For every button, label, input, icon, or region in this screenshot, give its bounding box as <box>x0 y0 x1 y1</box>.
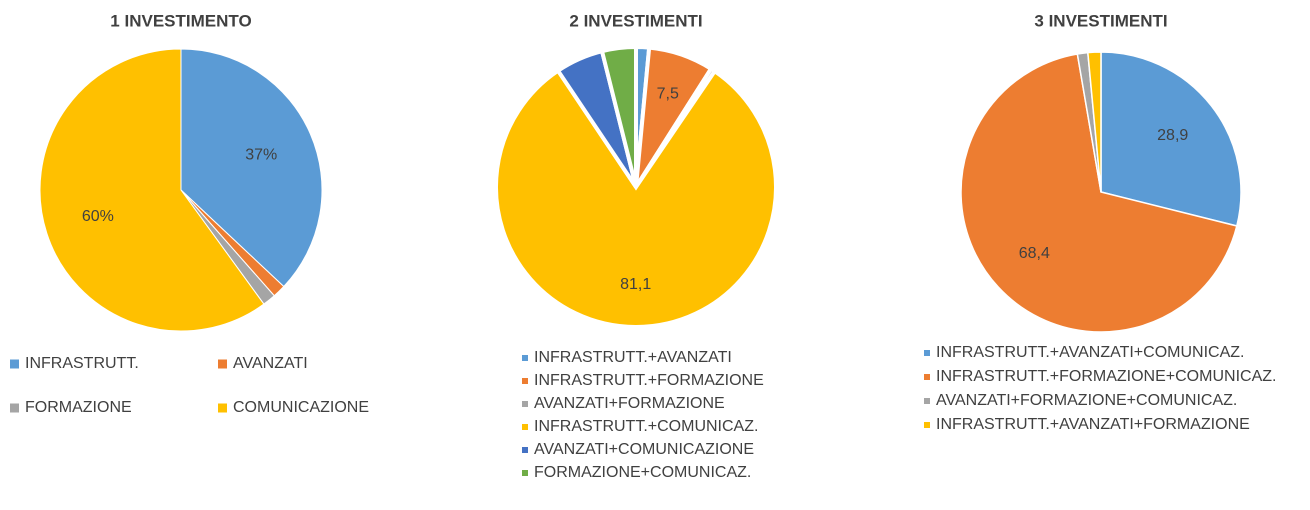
legend-label: AVANZATI+COMUNICAZIONE <box>534 441 754 458</box>
pie-slice <box>1087 51 1102 193</box>
data-label: 37% <box>245 147 277 164</box>
data-label: 60% <box>82 208 114 225</box>
legend-label: AVANZATI+FORMAZIONE+COMUNICAZ. <box>936 392 1237 409</box>
chart-title: 3 INVESTIMENTI <box>1034 11 1167 30</box>
legend-swatch <box>924 398 930 404</box>
legend-label: AVANZATI <box>233 355 308 372</box>
legend-swatch <box>218 403 227 413</box>
pie-slice <box>39 48 265 332</box>
legend-label: FORMAZIONE <box>25 399 132 416</box>
chart-title: 2 INVESTIMENTI <box>569 11 702 30</box>
legend-label: INFRASTRUTT.+FORMAZIONE <box>534 372 764 389</box>
legend-swatch <box>10 359 19 369</box>
legend-label: INFRASTRUTT.+FORMAZIONE+COMUNICAZ. <box>936 368 1276 385</box>
legend-swatch <box>522 447 528 453</box>
legend-swatch <box>522 378 528 384</box>
legend-swatch <box>522 424 528 430</box>
legend-swatch <box>924 422 930 428</box>
data-label: 81,1 <box>620 276 651 293</box>
pie-slice <box>180 48 323 288</box>
legend-swatch <box>522 401 528 407</box>
legend-swatch <box>924 350 930 356</box>
legend-label: AVANZATI+FORMAZIONE <box>534 395 725 412</box>
legend-label: INFRASTRUTT.+COMUNICAZ. <box>534 418 758 435</box>
legend-swatch <box>924 374 930 380</box>
data-label: 7,5 <box>657 86 679 103</box>
chart-title: 1 INVESTIMENTO <box>110 11 251 30</box>
pie-slice <box>494 67 778 329</box>
legend-swatch <box>218 359 227 369</box>
legend-label: INFRASTRUTT.+AVANZATI <box>534 349 732 366</box>
pie-slice <box>599 44 638 188</box>
legend-swatch <box>10 403 19 413</box>
legend-label: INFRASTRUTT. <box>25 355 139 372</box>
legend-swatch <box>522 355 528 361</box>
pie-slice <box>1100 51 1242 227</box>
legend-label: FORMAZIONE+COMUNICAZ. <box>534 464 751 481</box>
data-label: 28,9 <box>1157 127 1188 144</box>
pie-slice <box>960 53 1238 333</box>
data-label: 68,4 <box>1019 245 1050 262</box>
legend-label: COMUNICAZIONE <box>233 399 369 416</box>
legend-label: INFRASTRUTT.+AVANZATI+COMUNICAZ. <box>936 344 1244 361</box>
legend-swatch <box>522 470 528 476</box>
legend-label: INFRASTRUTT.+AVANZATI+FORMAZIONE <box>936 416 1250 433</box>
